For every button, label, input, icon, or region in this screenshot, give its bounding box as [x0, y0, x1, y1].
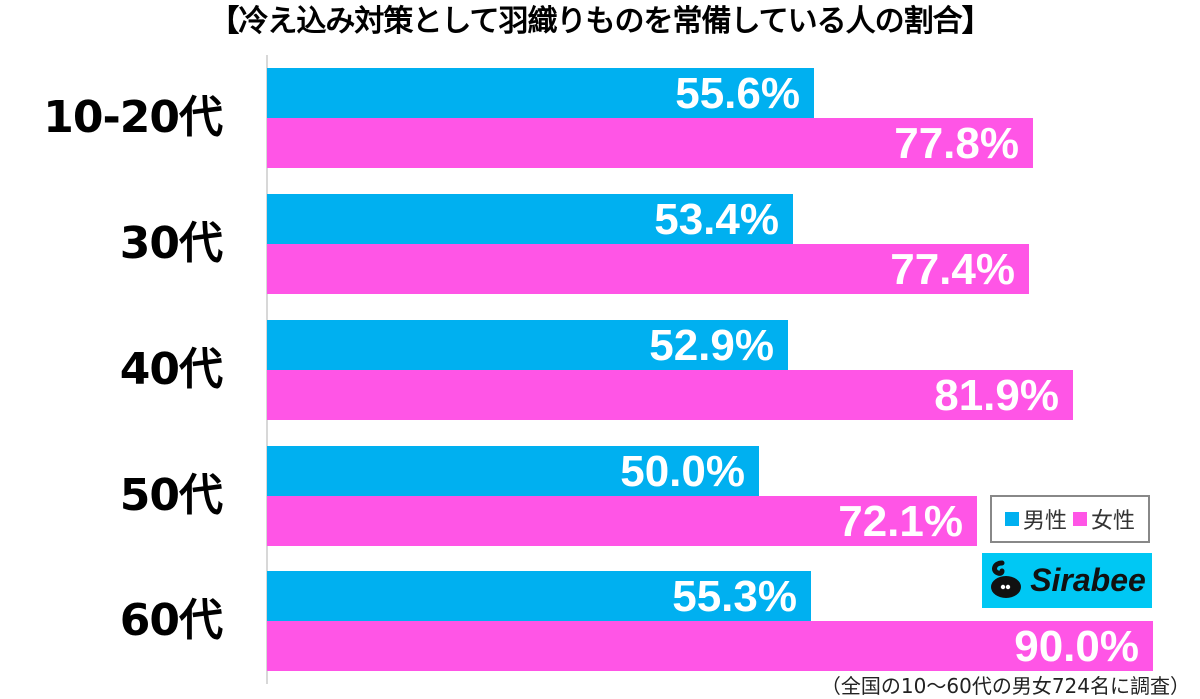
male-value-label: 50.0% — [620, 447, 745, 496]
female-value-label: 72.1% — [838, 497, 963, 546]
male-bar: 52.9% — [267, 320, 788, 370]
male-bar: 55.3% — [267, 571, 811, 621]
female-bar: 81.9% — [267, 370, 1073, 420]
chart-title: 【冷え込み対策として羽織りものを常備している人の割合】 — [209, 4, 991, 39]
male-bar: 53.4% — [267, 194, 793, 244]
legend-label-female: 女性 — [1091, 509, 1136, 534]
female-value-label: 90.0% — [1014, 622, 1139, 671]
legend-label-male: 男性 — [1022, 509, 1067, 534]
male-value-label: 55.3% — [672, 572, 797, 621]
male-value-label: 55.6% — [675, 69, 800, 118]
male-value-label: 52.9% — [649, 321, 774, 370]
category-label: 40代 — [119, 344, 223, 395]
sirabee-swan-icon — [988, 559, 1024, 603]
logo-text: Sirabee — [1030, 562, 1146, 598]
male-swatch-icon — [1004, 512, 1019, 526]
legend: 男性 女性 — [990, 495, 1150, 543]
category-label: 30代 — [119, 218, 223, 269]
female-value-label: 77.8% — [894, 119, 1019, 168]
survey-footnote: （全国の10〜60代の男女724名に調査） — [820, 674, 1190, 698]
male-bar: 55.6% — [267, 68, 814, 118]
female-bar: 77.8% — [267, 118, 1033, 168]
female-swatch-icon — [1073, 512, 1087, 526]
female-bar: 77.4% — [267, 244, 1029, 294]
female-bar: 72.1% — [267, 496, 977, 546]
legend-item-male: 男性 — [1004, 503, 1067, 535]
legend-item-female: 女性 — [1073, 503, 1135, 535]
female-value-label: 77.4% — [890, 245, 1015, 294]
category-label: 10-20代 — [43, 92, 223, 143]
male-bar: 50.0% — [267, 446, 759, 496]
female-value-label: 81.9% — [934, 371, 1059, 420]
male-value-label: 53.4% — [654, 195, 779, 244]
sirabee-logo: Sirabee — [982, 553, 1152, 608]
female-bar: 90.0% — [267, 621, 1153, 671]
category-label: 60代 — [119, 595, 223, 646]
category-label: 50代 — [119, 470, 223, 521]
